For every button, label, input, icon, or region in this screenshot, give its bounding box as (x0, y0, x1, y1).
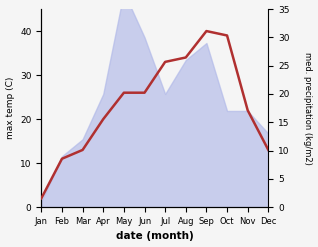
Y-axis label: max temp (C): max temp (C) (5, 77, 15, 139)
Y-axis label: med. precipitation (kg/m2): med. precipitation (kg/m2) (303, 52, 313, 165)
X-axis label: date (month): date (month) (116, 231, 194, 242)
